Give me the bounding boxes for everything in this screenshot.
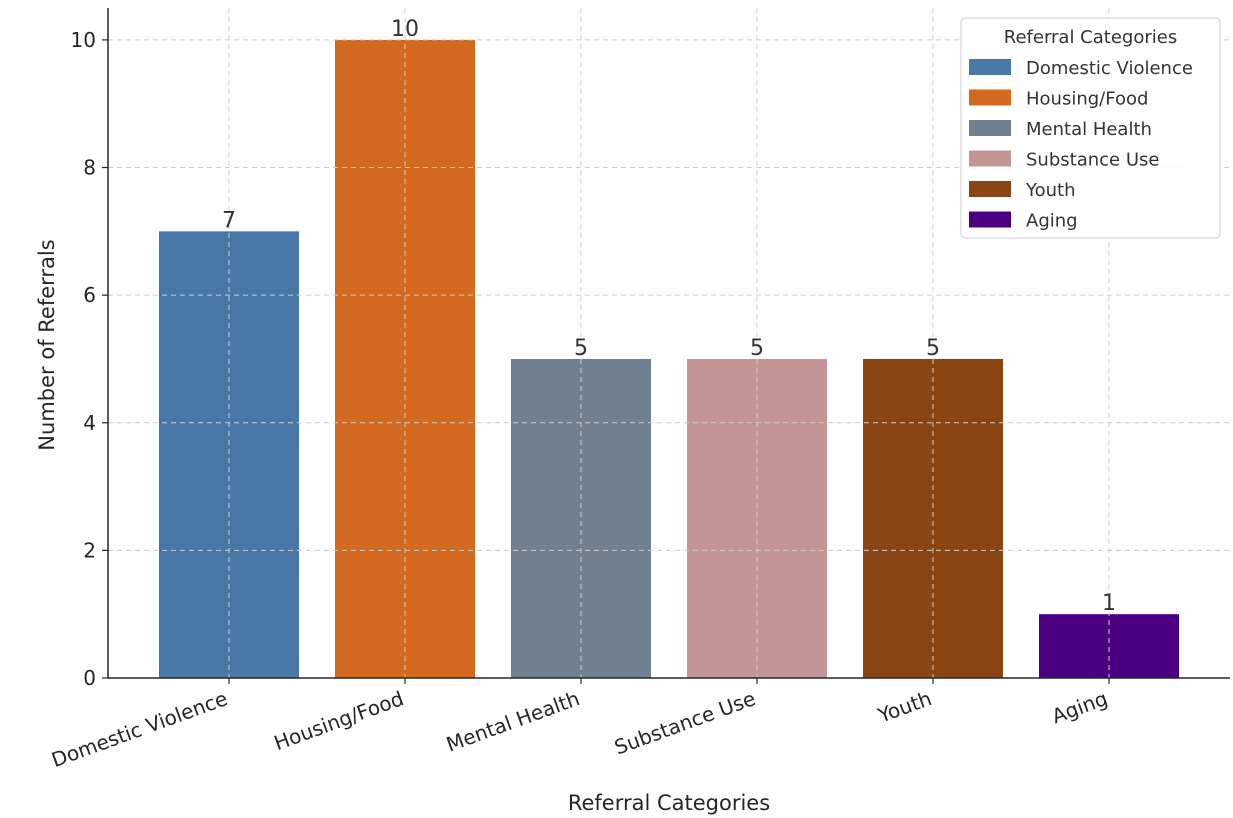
grid [108,8,1230,678]
axes [107,8,1230,679]
bar-value-label-3: 5 [574,336,588,361]
x-tick-label-2: Housing/Food [271,686,407,755]
y-tick-label-5: 10 [71,28,96,52]
legend-swatch-4 [969,150,1011,167]
bar-value-label-4: 5 [750,336,764,361]
x-tick-label-3: Mental Health [443,686,583,756]
legend-swatch-3 [969,120,1011,136]
x-axis-title: Referral Categories [568,791,770,815]
legend-swatch-5 [969,181,1011,197]
legend-label-5: Youth [1025,180,1076,201]
legend-label-6: Aging [1026,211,1078,232]
legend-label-1: Domestic Violence [1026,58,1193,79]
legend-label-4: Substance Use [1026,150,1159,171]
legend-box [960,17,1221,239]
x-tick-label-1: Domestic Violence [48,686,230,772]
y-tick-label-3: 6 [83,283,96,307]
legend-title: Referral Categories [1004,27,1177,48]
y-tick-label-2: 4 [83,411,96,435]
legend-swatch-1 [969,59,1011,75]
legend-label-2: Housing/Food [1026,89,1148,110]
y-tick-label-4: 8 [83,156,96,180]
legend-swatch-2 [969,89,1011,106]
bar-value-label-5: 5 [926,336,940,361]
bar-value-label-1: 7 [222,208,236,233]
bar-value-label-6: 1 [1102,591,1116,616]
x-tick-label-4: Substance Use [611,686,759,759]
legend-label-3: Mental Health [1026,119,1152,140]
y-tick-label-0: 0 [83,666,96,690]
y-axis-title: Number of Referrals [35,239,59,450]
x-tick-label-5: Youth [874,686,935,728]
bar-value-label-2: 10 [391,17,419,42]
legend: Referral Categories Domestic Violence Hou… [960,17,1221,239]
bar-value-labels: 7 10 5 5 5 1 [222,17,1116,616]
legend-swatch-6 [969,211,1011,228]
x-tick-label-6: Aging [1049,686,1111,728]
y-tick-label-1: 2 [83,538,96,562]
